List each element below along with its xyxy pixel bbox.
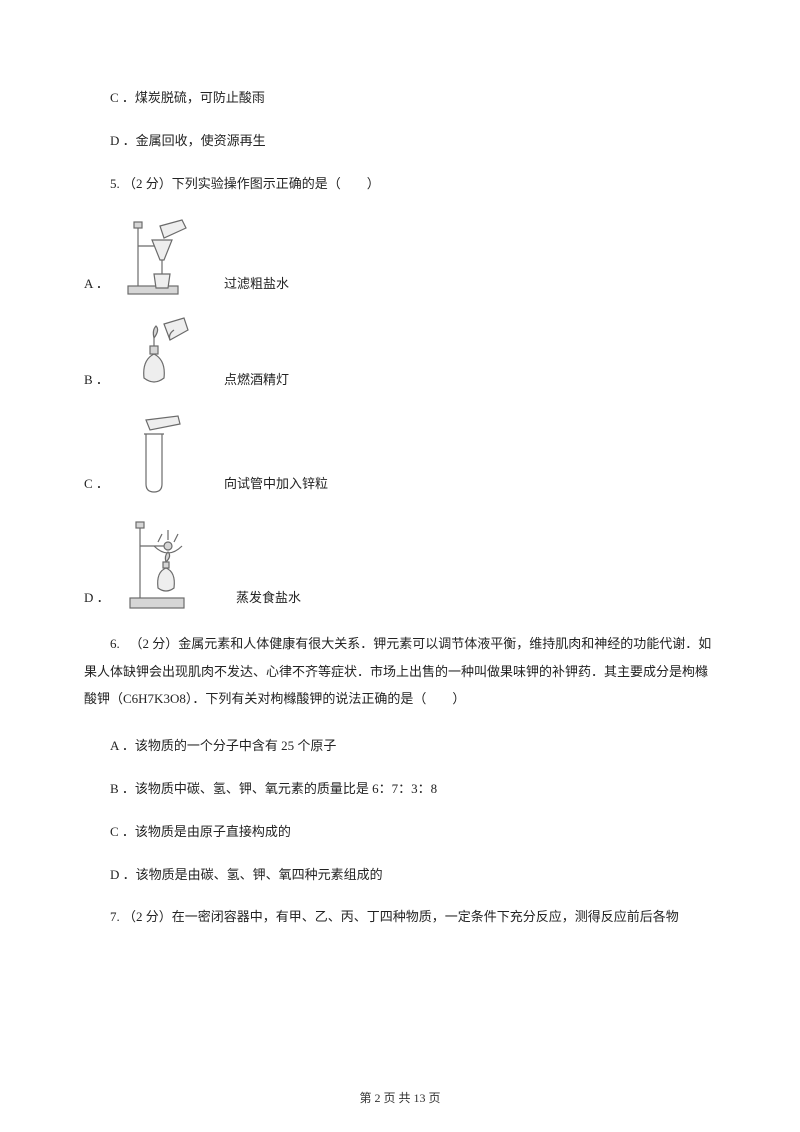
page-footer: 第 2 页 共 13 页: [0, 1089, 800, 1108]
q5-option-a: A ． 过滤粗盐水: [84, 218, 716, 298]
option-label: B ．: [84, 370, 118, 395]
q5-stem: 5. （2 分）下列实验操作图示正确的是（ ）: [84, 174, 716, 195]
exam-page: C ．煤炭脱硫，可防止酸雨 D ．金属回收，使资源再生 5. （2 分）下列实验…: [0, 0, 800, 1132]
prev-option-d: D ．金属回收，使资源再生: [84, 131, 716, 152]
q5-option-c: C ． 向试管中加入锌粒: [84, 412, 716, 498]
q7-stem: 7. （2 分）在一密闭容器中，有甲、乙、丙、丁四种物质，一定条件下充分反应，测…: [84, 907, 716, 928]
q5-option-d: D ． 蒸发食盐水: [84, 516, 716, 612]
evaporation-setup-icon: [124, 516, 214, 612]
q6-option-d: D ．该物质是由碳、氢、钾、氧四种元素组成的: [84, 865, 716, 886]
filter-apparatus-icon: [124, 218, 202, 298]
test-tube-icon: [124, 412, 202, 498]
alcohol-lamp-icon: [124, 316, 202, 394]
option-label: A ．: [84, 274, 118, 299]
q6-option-b: B ．该物质中碳、氢、钾、氧元素的质量比是 6：7：3：8: [84, 779, 716, 800]
option-label: C ．: [84, 474, 118, 499]
option-caption: 蒸发食盐水: [236, 588, 301, 613]
q5-option-b: B ． 点燃酒精灯: [84, 316, 716, 394]
q6-option-c: C ．该物质是由原子直接构成的: [84, 822, 716, 843]
option-caption: 点燃酒精灯: [224, 370, 289, 395]
option-caption: 过滤粗盐水: [224, 274, 289, 299]
option-caption: 向试管中加入锌粒: [224, 474, 328, 499]
q6-option-a: A ．该物质的一个分子中含有 25 个原子: [84, 736, 716, 757]
option-label: D ．: [84, 588, 118, 613]
prev-option-c: C ．煤炭脱硫，可防止酸雨: [84, 88, 716, 109]
q6-stem: 6. （2 分）金属元素和人体健康有很大关系．钾元素可以调节体液平衡，维持肌肉和…: [84, 630, 716, 712]
